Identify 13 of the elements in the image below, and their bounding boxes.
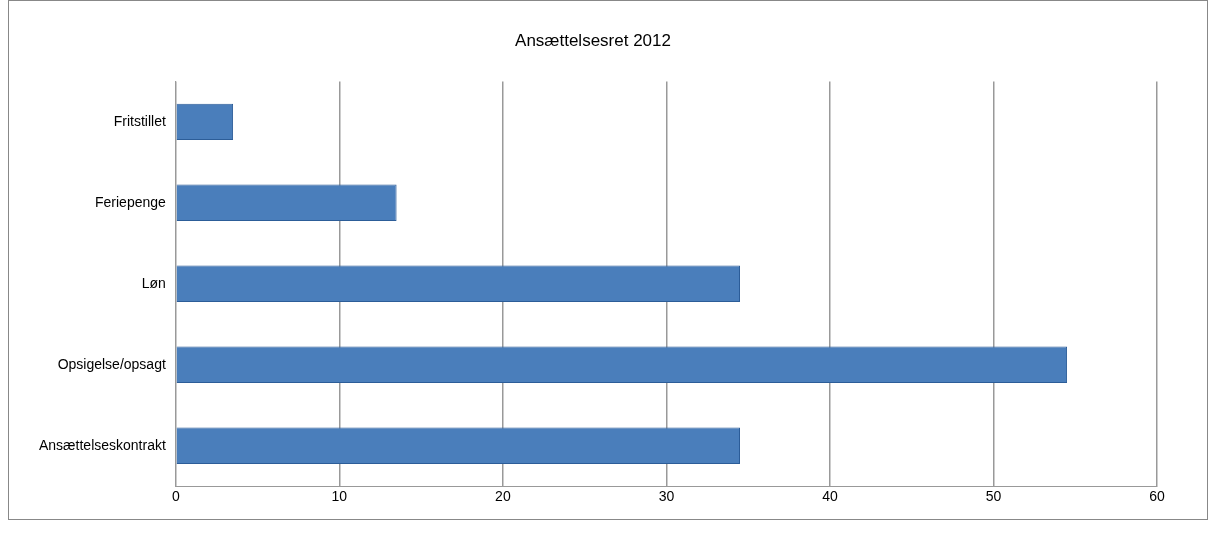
x-tick-label: 20	[495, 488, 511, 505]
y-tick-label: Løn	[141, 274, 166, 291]
x-tick-label: 30	[658, 488, 675, 505]
y-tick-label: Fritstillet	[113, 112, 166, 129]
y-tick-label: Opsigelse/opsagt	[57, 355, 166, 372]
y-tick-label: Feriepenge	[95, 193, 167, 210]
x-tick-label: 0	[171, 488, 180, 505]
y-tick-label: Ansættelseskontrakt	[38, 436, 166, 453]
x-tick-label: 40	[822, 488, 838, 505]
x-tick-label: 50	[985, 488, 1002, 505]
x-tick-label: 10	[331, 488, 348, 505]
x-tick-label: 60	[1149, 488, 1165, 505]
chart-title: Ansættelsesret 2012	[515, 30, 671, 50]
